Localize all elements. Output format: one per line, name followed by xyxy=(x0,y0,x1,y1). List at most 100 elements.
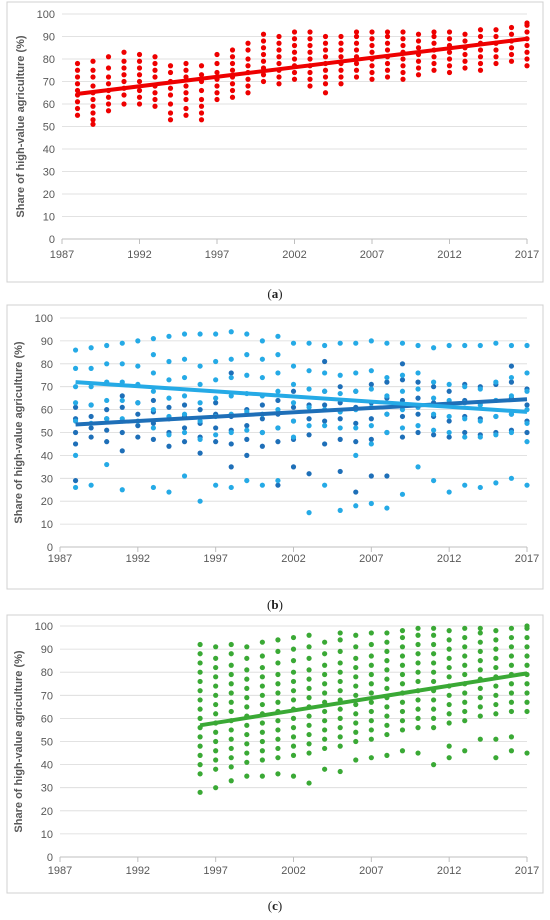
chart-c-point xyxy=(462,634,468,641)
chart-b-point xyxy=(368,473,374,479)
chart-a-svg: 0 10 20 30 40 50 60 70 80 90 100 1987 1992 1997 2002 20… xyxy=(6,1,544,283)
chart-b-point xyxy=(415,423,421,429)
chart-a-point xyxy=(462,38,468,44)
chart-panel-a: 0 10 20 30 40 50 60 70 80 90 100 1987 1992 1997 2002 20… xyxy=(0,0,550,285)
chart-a-point xyxy=(446,56,453,62)
chart-c-point xyxy=(244,655,250,661)
chart-b-point xyxy=(150,484,156,491)
chart-c-point xyxy=(244,773,250,779)
chart-c-point xyxy=(431,669,437,675)
chart-b-point xyxy=(88,413,94,420)
chart-c-point xyxy=(508,708,515,715)
chart-a-point xyxy=(121,78,127,85)
chart-c-point xyxy=(306,750,312,756)
chart-c-point xyxy=(384,685,390,691)
chart-b-point xyxy=(477,484,483,491)
chart-b-point xyxy=(166,395,172,401)
chart-a-point xyxy=(136,94,143,100)
chart-c-point xyxy=(446,655,452,661)
chart-a-trendline-0 xyxy=(77,36,528,96)
chart-a-point xyxy=(508,24,515,31)
chart-b-point xyxy=(368,368,374,374)
chart-b-point xyxy=(181,393,188,399)
chart-c-point xyxy=(259,773,265,779)
chart-c-point xyxy=(290,678,297,685)
chart-a-point xyxy=(198,103,205,109)
chart-c-point xyxy=(524,662,530,668)
chart-c-point xyxy=(384,731,390,738)
chart-c-point xyxy=(353,655,359,661)
chart-a-point xyxy=(322,81,329,87)
chart-b-point xyxy=(524,402,530,408)
chart-a-point xyxy=(74,99,81,105)
chart-a-point xyxy=(338,47,344,53)
chart-c-point xyxy=(462,718,468,724)
chart-a-point xyxy=(260,78,267,85)
chart-a-point xyxy=(105,101,112,107)
chart-c-point xyxy=(228,651,234,657)
chart-b-point xyxy=(337,416,343,422)
chart-c-point xyxy=(399,681,406,687)
chart-b-point xyxy=(290,381,297,388)
chart-b-point xyxy=(337,425,343,431)
chart-b-point xyxy=(104,397,110,404)
chart-a-point xyxy=(74,67,81,73)
chart-c-point xyxy=(228,671,234,678)
chart-b-point xyxy=(166,358,172,365)
chart-b-frame xyxy=(6,304,544,590)
chart-b-point xyxy=(228,464,234,470)
chart-a-point xyxy=(121,49,127,55)
chart-c-point xyxy=(228,690,234,696)
chart-b-xtick-label: 2012 xyxy=(437,553,461,565)
chart-a-point xyxy=(152,96,158,103)
chart-b-point xyxy=(353,388,359,394)
chart-a-frame xyxy=(6,1,544,283)
chart-b-ylabel: Share of high-value agriculture (%) xyxy=(13,341,25,523)
chart-c-ylabel: Share of high-value agriculture (%) xyxy=(13,650,25,832)
chart-b-point xyxy=(119,429,125,436)
chart-a-point xyxy=(353,33,360,40)
chart-b-point xyxy=(415,370,421,376)
chart-b-point xyxy=(244,331,250,337)
chart-a-point xyxy=(105,74,112,80)
chart-c-point xyxy=(508,653,515,659)
chart-a-xtick-label: 2007 xyxy=(360,249,384,261)
chart-a-point xyxy=(105,54,112,60)
chart-a-point xyxy=(136,58,143,64)
chart-c-point xyxy=(415,725,421,731)
chart-a-point xyxy=(214,83,220,89)
chart-b-point xyxy=(88,434,94,440)
chart-b-point xyxy=(322,482,328,488)
chart-b-point xyxy=(259,402,265,408)
chart-c-point xyxy=(259,701,265,708)
chart-a-point xyxy=(136,72,143,78)
chart-b-point xyxy=(244,352,250,358)
chart-a-point xyxy=(229,60,236,67)
chart-c-point xyxy=(306,741,312,747)
chart-c-point xyxy=(524,708,530,715)
chart-b-point xyxy=(104,427,110,433)
chart-a-point xyxy=(198,63,205,69)
chart-b-point xyxy=(524,420,530,426)
chart-a-point xyxy=(353,29,360,35)
chart-a-point xyxy=(400,36,406,42)
chart-c-point xyxy=(244,759,250,765)
chart-c-point xyxy=(322,662,328,668)
chart-c-point xyxy=(368,690,374,696)
chart-b-point xyxy=(306,404,312,410)
chart-b-point xyxy=(259,374,265,381)
chart-c-point xyxy=(493,664,499,671)
chart-b-point xyxy=(508,374,515,381)
chart-b-point xyxy=(119,404,125,410)
chart-a-point xyxy=(105,81,112,87)
chart-c-point xyxy=(213,738,219,745)
chart-a-point xyxy=(338,74,344,80)
chart-c-point xyxy=(275,736,281,742)
chart-b-point xyxy=(119,448,125,454)
chart-c-point xyxy=(446,743,452,749)
chart-a-point xyxy=(400,42,406,49)
chart-b-point xyxy=(259,429,265,436)
chart-b-point xyxy=(462,482,468,488)
chart-a-point xyxy=(369,76,375,82)
chart-b-point xyxy=(181,402,188,408)
